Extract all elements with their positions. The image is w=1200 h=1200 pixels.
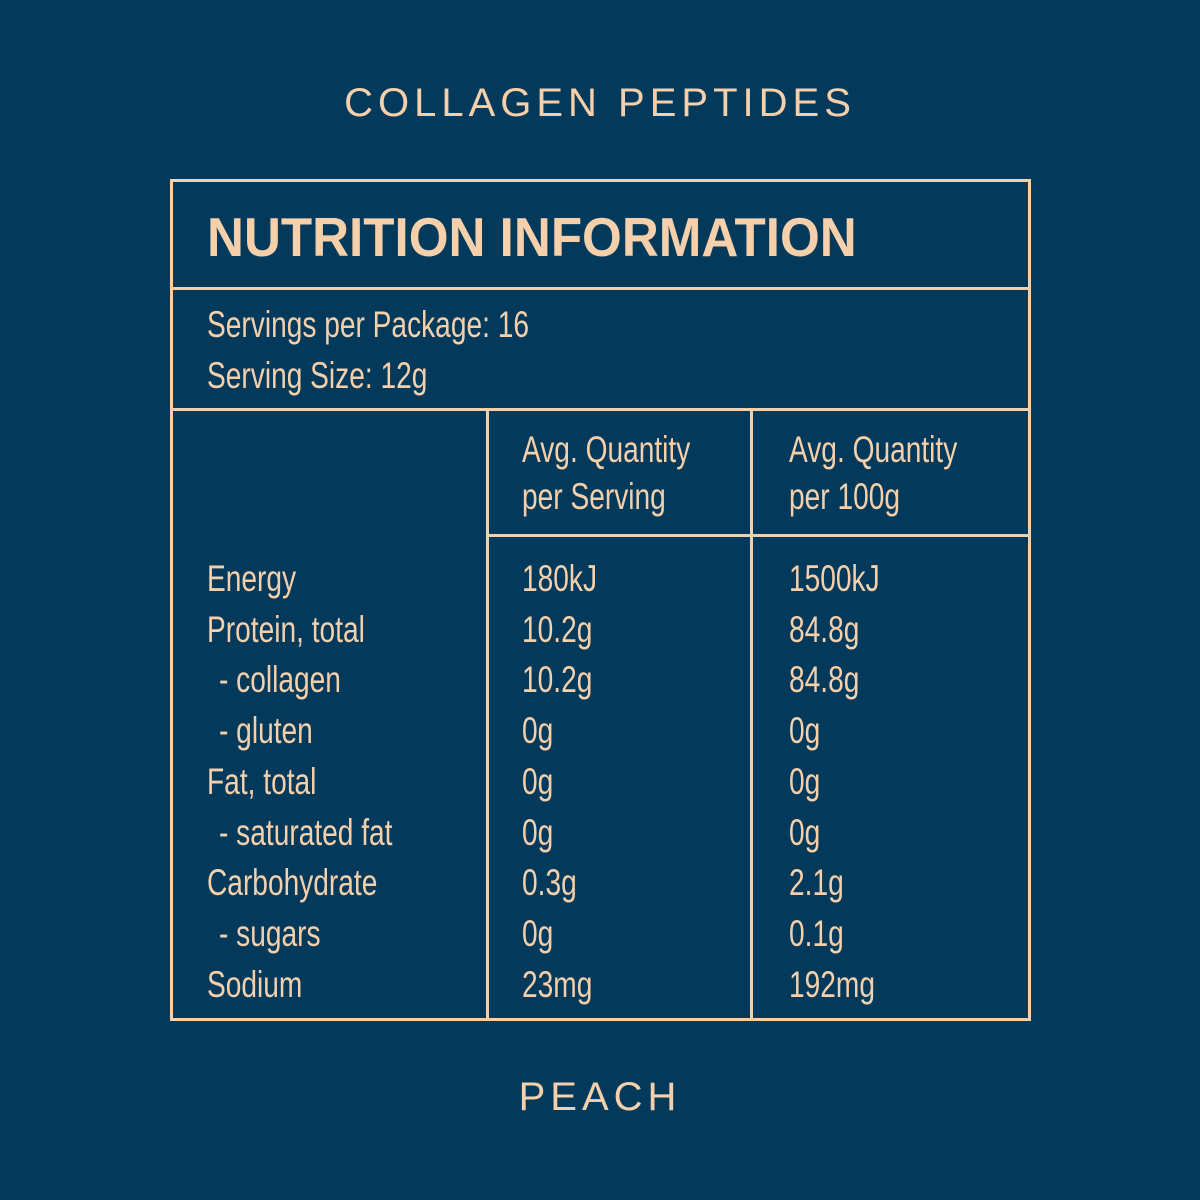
per-100g: 192mg (789, 963, 875, 1005)
nutrient-name: - gluten (219, 710, 313, 752)
per-100g: 84.8g (789, 608, 860, 650)
nutrient-name: - saturated fat (219, 811, 393, 853)
per-100g: 0.1g (789, 912, 844, 954)
rule (750, 408, 753, 1020)
column-header: per Serving (522, 476, 666, 517)
nutrient-name: Sodium (207, 963, 303, 1005)
per-serving: 0.3g (522, 862, 577, 904)
per-100g: 1500kJ (789, 558, 880, 599)
nutrient-name: Fat, total (207, 760, 317, 802)
flavor: PEACH (518, 1075, 682, 1119)
nutrient-name: - collagen (219, 659, 341, 701)
column-header: Avg. Quantity (522, 429, 691, 470)
rule (170, 287, 1031, 290)
per-serving: 10.2g (522, 608, 593, 650)
per-100g: 2.1g (789, 862, 844, 904)
per-100g: 0g (789, 710, 821, 752)
per-serving: 0g (522, 811, 554, 853)
per-serving: 10.2g (522, 659, 593, 701)
rule (170, 408, 1031, 411)
per-serving: 180kJ (522, 558, 598, 599)
serving-size: Serving Size: 12g (207, 355, 428, 396)
per-100g: 84.8g (789, 659, 860, 701)
servings-per-package: Servings per Package: 16 (207, 304, 530, 345)
per-serving: 0g (522, 760, 554, 802)
per-serving: 0g (522, 912, 554, 954)
nutrient-name: Protein, total (207, 608, 365, 650)
per-100g: 0g (789, 811, 821, 853)
nutrient-name: Energy (207, 558, 297, 599)
per-100g: 0g (789, 760, 821, 802)
column-header: Avg. Quantity (789, 429, 958, 470)
table-title: NUTRITION INFORMATION (207, 206, 857, 268)
nutrient-name: - sugars (219, 912, 321, 954)
per-serving: 0g (522, 710, 554, 752)
rule (486, 408, 489, 1020)
brand: COLLAGEN PEPTIDES (344, 81, 856, 125)
table-frame (170, 179, 1031, 1021)
per-serving: 23mg (522, 963, 593, 1005)
nutrient-name: Carbohydrate (207, 862, 378, 904)
column-header: per 100g (789, 476, 901, 517)
rule (488, 534, 1031, 537)
